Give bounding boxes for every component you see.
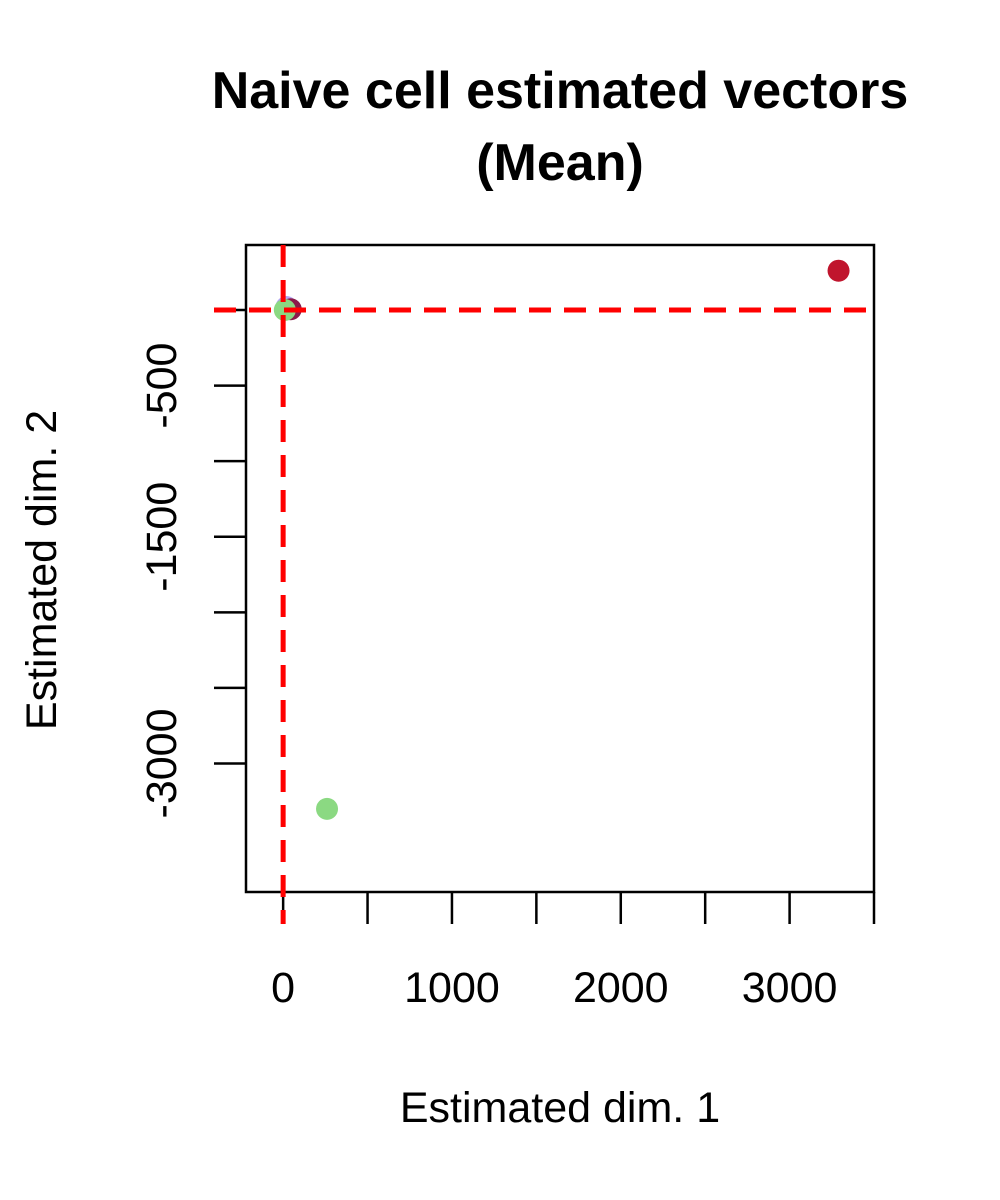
x-axis-label: Estimated dim. 1 bbox=[400, 1084, 720, 1132]
x-tick-label: 2000 bbox=[573, 964, 669, 1012]
reference-lines bbox=[214, 245, 874, 924]
y-axis: -3000 -1500 -500 bbox=[138, 308, 246, 819]
y-axis-label: Estimated dim. 2 bbox=[18, 410, 66, 730]
x-tick-label: 1000 bbox=[404, 964, 500, 1012]
y-tick-label: -3000 bbox=[138, 709, 186, 819]
x-axis: 0 1000 2000 3000 bbox=[271, 892, 876, 1012]
y-tick-label: -500 bbox=[138, 343, 186, 429]
data-points bbox=[273, 259, 850, 820]
y-tick-label: -1500 bbox=[138, 482, 186, 592]
data-point bbox=[827, 259, 850, 282]
plot-frame bbox=[244, 243, 876, 894]
x-tick-label: 0 bbox=[271, 964, 295, 1012]
chart-title-line-1: Naive cell estimated vectors bbox=[212, 62, 909, 120]
x-tick-label: 3000 bbox=[742, 964, 838, 1012]
data-point bbox=[316, 797, 339, 820]
chart-title-line-2: (Mean) bbox=[476, 134, 644, 192]
